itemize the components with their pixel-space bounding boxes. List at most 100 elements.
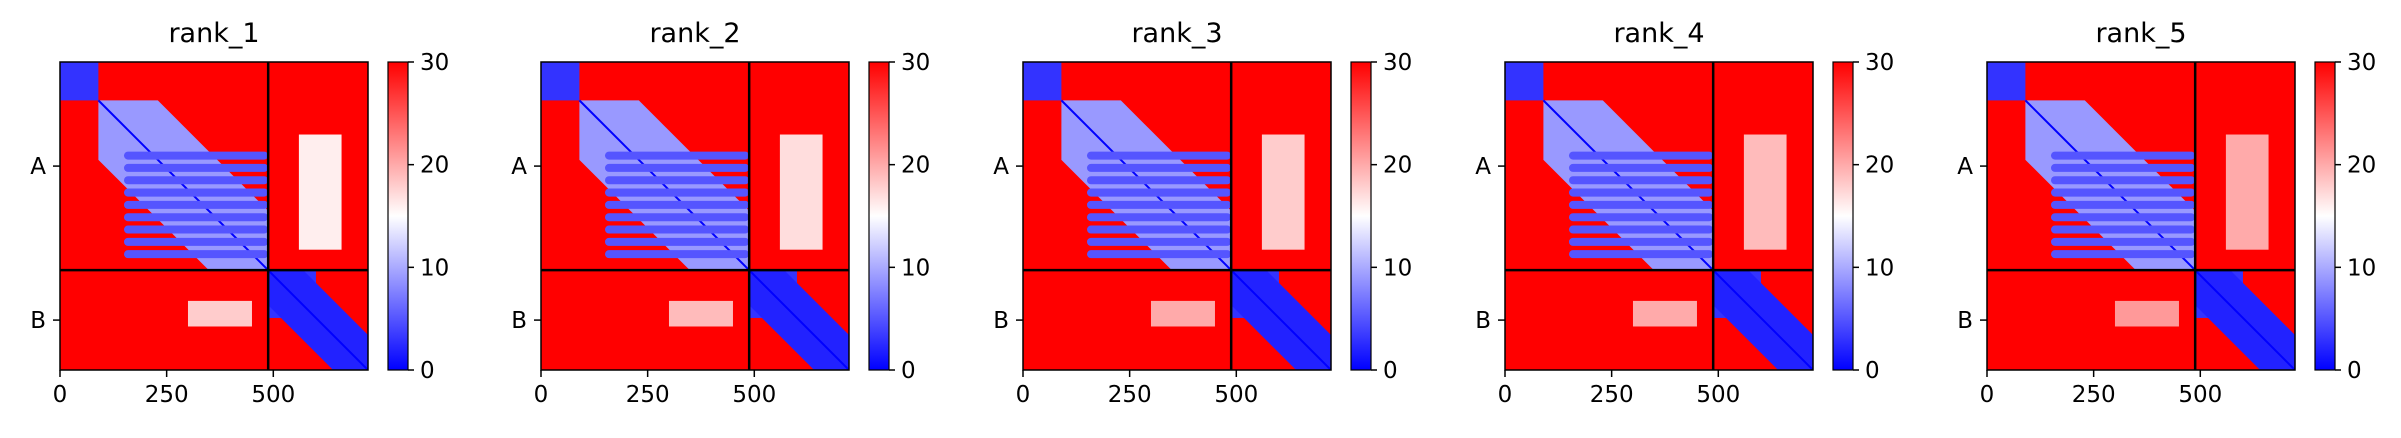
heatmap-block-stripe	[123, 237, 269, 246]
heatmap-block-stripe	[1086, 237, 1232, 246]
x-tick-label: 500	[1214, 382, 1258, 408]
chart-title: rank_2	[649, 18, 740, 49]
x-tick-label: 500	[732, 382, 776, 408]
colorbar-tick-label: 20	[1383, 153, 1412, 179]
heatmap-block-stripe	[1568, 250, 1714, 259]
heatmap-block	[1261, 134, 1305, 250]
heatmap-block-stripe	[604, 163, 750, 172]
heatmap-block-stripe	[604, 176, 750, 185]
pae-panel-1: rank_1 0 250 500 A B 0 10 20 30	[30, 18, 449, 408]
colorbar	[868, 61, 890, 371]
colorbar	[1350, 61, 1372, 371]
x-tick-label: 0	[1016, 382, 1031, 408]
heatmap-block-stripe	[1568, 188, 1714, 197]
heatmap-block-stripe	[1086, 163, 1232, 172]
heatmap-block	[2225, 134, 2269, 250]
colorbar-tick-label: 30	[901, 50, 930, 76]
heatmap-block-stripe	[1568, 163, 1714, 172]
heatmap-block-stripe	[1568, 237, 1714, 246]
heatmap-block	[187, 300, 252, 327]
y-tick-label: A	[1957, 154, 1973, 180]
heatmap-block-stripe	[604, 200, 750, 209]
heatmap-block-stripe	[604, 237, 750, 246]
heatmap-block	[779, 134, 823, 250]
heatmap-block	[668, 300, 733, 327]
colorbar	[2314, 61, 2336, 371]
heatmap-block-stripe	[2050, 188, 2196, 197]
pae-panel-4: rank_4 0 250 500 A B 0 10 20 30	[1475, 18, 1894, 408]
heatmap-area	[1023, 62, 1331, 370]
heatmap-block-stripe	[1568, 151, 1714, 160]
plot-frame	[1504, 61, 1814, 371]
colorbar-tick-label: 10	[1865, 255, 1894, 281]
heatmap-block-stripe	[2050, 200, 2196, 209]
heatmap-block-stripe	[123, 250, 269, 259]
heatmap-area	[541, 62, 849, 370]
colorbar-tick-label: 0	[420, 358, 435, 384]
heatmap-diagonal	[267, 269, 368, 370]
x-tick-label: 500	[2178, 382, 2222, 408]
heatmap-block-stripe	[1568, 200, 1714, 209]
heatmap-block-stripe	[1086, 250, 1232, 259]
heatmap-block-stripe	[2050, 237, 2196, 246]
heatmap-block	[541, 62, 580, 101]
heatmap-block-stripe	[1086, 200, 1232, 209]
heatmap-area	[60, 62, 368, 370]
heatmap-block-stripe	[604, 250, 750, 259]
y-tick-label: B	[30, 308, 46, 334]
heatmap-block-stripe	[604, 225, 750, 234]
x-tick-label: 0	[1498, 382, 1513, 408]
x-tick-label: 250	[1590, 382, 1634, 408]
colorbar-tick-label: 30	[1865, 50, 1894, 76]
colorbar-tick-label: 10	[1383, 255, 1412, 281]
heatmap-block-stripe	[123, 200, 269, 209]
x-tick-label: 250	[626, 382, 670, 408]
heatmap-diagonal	[748, 269, 849, 370]
heatmap-area	[1987, 62, 2295, 370]
y-tick-label: A	[1475, 154, 1491, 180]
heatmap-block-stripe	[1086, 151, 1232, 160]
y-tick-label: B	[993, 308, 1009, 334]
y-tick-label: A	[30, 154, 46, 180]
y-tick-label: B	[1957, 308, 1973, 334]
colorbar-tick-label: 20	[901, 153, 930, 179]
heatmap-block-stripe	[1086, 225, 1232, 234]
heatmap-block-stripe	[123, 176, 269, 185]
plot-frame	[59, 61, 369, 371]
heatmap-block-stripe	[2050, 176, 2196, 185]
heatmap-area	[1505, 62, 1813, 370]
x-tick-label: 500	[1696, 382, 1740, 408]
x-tick-label: 0	[534, 382, 549, 408]
chart-title: rank_5	[2095, 18, 2186, 49]
y-tick-label: B	[511, 308, 527, 334]
heatmap-block-stripe	[123, 151, 269, 160]
x-tick-label: 500	[251, 382, 295, 408]
heatmap-block	[1632, 300, 1697, 327]
heatmap-block-stripe	[604, 188, 750, 197]
colorbar-tick-label: 0	[2347, 358, 2362, 384]
heatmap-block-stripe	[1568, 176, 1714, 185]
x-tick-label: 250	[1108, 382, 1152, 408]
heatmap-block-stripe	[2050, 163, 2196, 172]
chart-title: rank_3	[1131, 18, 1222, 49]
plot-frame	[1022, 61, 1332, 371]
colorbar-tick-label: 10	[420, 255, 449, 281]
heatmap-block-stripe	[1086, 188, 1232, 197]
heatmap-block-stripe	[1086, 213, 1232, 222]
colorbar-tick-label: 20	[420, 153, 449, 179]
pae-panel-2: rank_2 0 250 500 A B 0 10 20 30	[511, 18, 930, 408]
heatmap-diagonal	[1712, 269, 1813, 370]
y-tick-label: A	[993, 154, 1009, 180]
colorbar-tick-label: 20	[2347, 153, 2376, 179]
chart-title: rank_4	[1613, 18, 1704, 49]
colorbar	[1832, 61, 1854, 371]
colorbar-tick-label: 30	[1383, 50, 1412, 76]
colorbar	[387, 61, 409, 371]
colorbar-tick-label: 20	[1865, 153, 1894, 179]
colorbar-tick-label: 30	[2347, 50, 2376, 76]
heatmap-block-stripe	[2050, 250, 2196, 259]
heatmap-block	[1987, 62, 2026, 101]
heatmap-block	[1743, 134, 1787, 250]
heatmap-diagonal	[2194, 269, 2295, 370]
